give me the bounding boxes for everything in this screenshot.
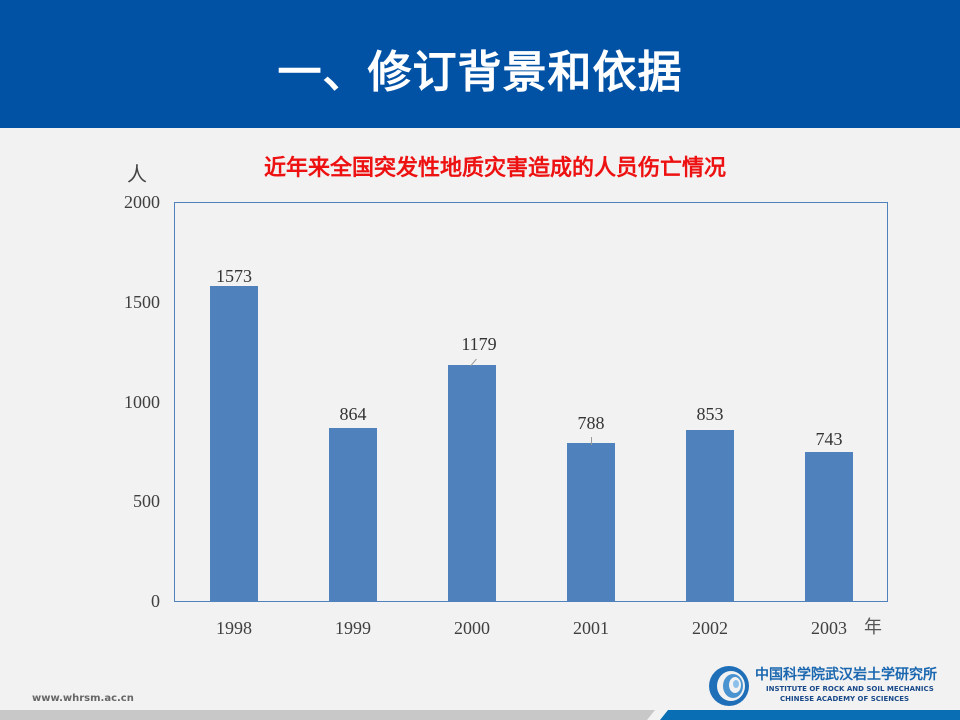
institute-logo-icon xyxy=(709,666,749,706)
x-tick-label: 1999 xyxy=(335,618,371,638)
y-tick-label: 1000 xyxy=(124,392,160,412)
bar-2003 xyxy=(805,452,853,601)
org-name-en-2: CHINESE ACADEMY OF SCIENCES xyxy=(780,695,910,703)
slide-title: 一、修订背景和依据 xyxy=(277,47,683,98)
bar-2002 xyxy=(686,430,734,601)
footer-stripe-grey xyxy=(0,710,655,720)
x-axis-unit: 年 xyxy=(864,617,882,638)
footer-stripe-blue xyxy=(660,710,960,720)
data-label: 788 xyxy=(577,413,605,433)
y-tick-label: 0 xyxy=(151,591,160,611)
data-label: 864 xyxy=(339,404,367,424)
label-leader-line xyxy=(591,437,592,445)
chart-title: 近年来全国突发性地质灾害造成的人员伤亡情况 xyxy=(263,156,726,181)
x-tick-label: 1998 xyxy=(216,618,252,638)
y-axis-unit: 人 xyxy=(127,162,147,186)
x-tick-label: 2002 xyxy=(692,618,728,638)
bar-1998 xyxy=(210,286,258,601)
x-tick-label: 2001 xyxy=(573,618,609,638)
data-label: 743 xyxy=(815,429,843,449)
data-label: 853 xyxy=(696,404,724,424)
bar-2000 xyxy=(448,365,496,601)
title-banner: 一、修订背景和依据 xyxy=(0,0,960,128)
x-tick-label: 2000 xyxy=(454,618,490,638)
plot-area xyxy=(174,202,888,602)
x-tick-label: 2003 xyxy=(811,618,847,638)
data-label: 1573 xyxy=(216,266,252,286)
y-tick-label: 500 xyxy=(133,491,160,511)
website-url: www.whrsm.ac.cn xyxy=(32,693,134,704)
org-name-cn: 中国科学院武汉岩土学研究所 xyxy=(755,667,937,683)
y-tick-label: 2000 xyxy=(124,192,160,212)
data-label: 1179 xyxy=(461,334,497,354)
org-name-en-1: INSTITUTE OF ROCK AND SOIL MECHANICS xyxy=(766,685,934,693)
y-tick-label: 1500 xyxy=(124,292,160,312)
bar-2001 xyxy=(567,443,615,601)
bar-1999 xyxy=(329,428,377,601)
